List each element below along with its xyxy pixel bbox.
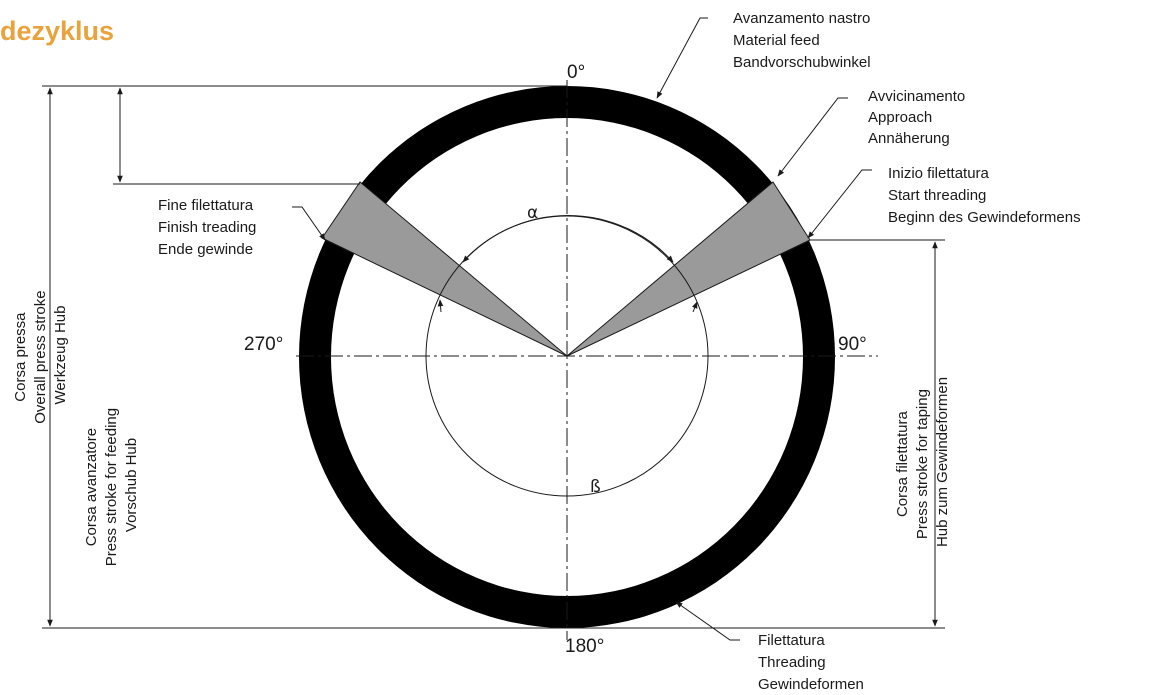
alpha-arc-left-tick: [437, 299, 444, 313]
svg-text:Corsa pressa Overall pre: Corsa pressa Overall press stroke Werkze…: [12, 286, 69, 424]
start-threading-label: Inizio filettatura Start threading Begin…: [888, 165, 1081, 226]
svg-text:Corsa filettatura Press: Corsa filettatura Press stroke for tapin…: [894, 377, 951, 547]
alpha-label: α: [527, 203, 538, 223]
material-feed-label: Avanzamento nastro Material feed Bandvor…: [733, 10, 874, 71]
angle-0-label: 0°: [567, 62, 585, 83]
beta-label: ß: [590, 477, 601, 497]
overall-press-stroke-label: Corsa pressa Overall press stroke Werkze…: [12, 286, 69, 424]
start-threading-leader: [807, 169, 872, 239]
approach-label: Avvicinamento Approach Annäherung: [868, 88, 969, 147]
start-threading-sector: [566, 181, 811, 357]
finish-threading-leader: [292, 206, 326, 241]
approach-leader: [777, 97, 848, 177]
threading-leader: [675, 601, 740, 641]
finish-threading-label: Fine filettatura Finish treading Ende ge…: [158, 197, 261, 258]
material-feed-leader: [656, 17, 708, 99]
taping-stroke-label: Corsa filettatura Press stroke for tapin…: [894, 377, 951, 547]
diagram-title: dezyklus: [0, 16, 114, 46]
inner-reference-circle: [425, 215, 709, 497]
angle-180-label: 180°: [565, 636, 604, 657]
alpha-arc-right-tick: [692, 301, 698, 313]
feeding-stroke-label: Corsa avanzatore Press stroke for feedin…: [83, 404, 140, 567]
svg-text:Corsa avanzatore Press s: Corsa avanzatore Press stroke for feedin…: [83, 404, 140, 567]
finish-threading-sector: [321, 181, 568, 357]
alpha-arc: [462, 214, 674, 263]
angle-270-label: 270°: [244, 334, 283, 355]
angle-90-label: 90°: [838, 334, 867, 355]
threading-label: Filettatura Threading Gewindeformen: [758, 632, 864, 693]
